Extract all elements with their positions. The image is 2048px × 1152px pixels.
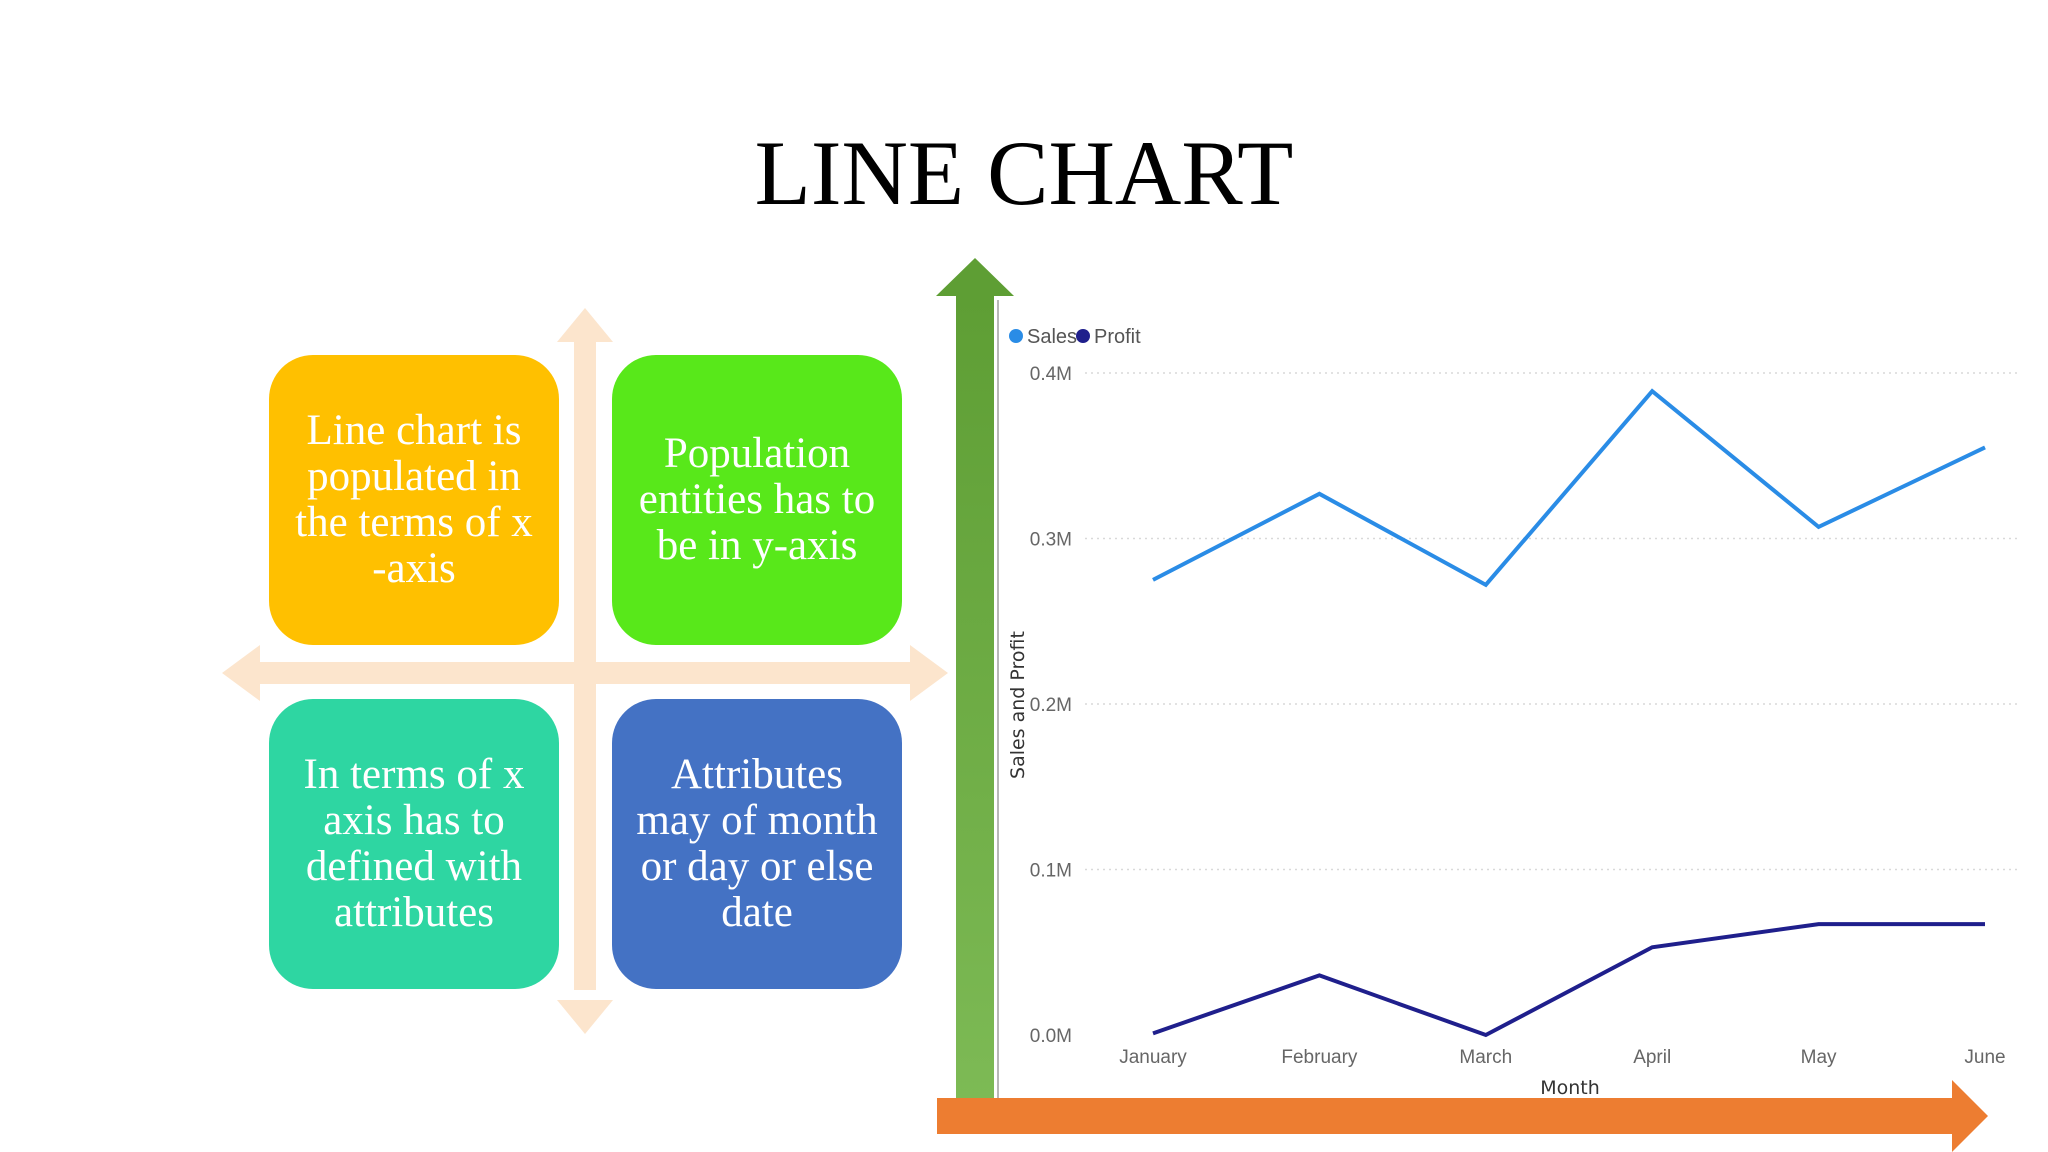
y-tick-label: 0.0M [1030,1026,1072,1047]
x-tick-label: February [1281,1047,1358,1068]
x-tick-label: June [1964,1047,2005,1068]
matrix-box-top-left-text: Line chart is populated in the terms of … [295,407,533,592]
y-axis-green-arrow-shaft [956,294,994,1100]
series-line-sales [1152,388,1986,588]
chart-y-ticks: 0.0M 0.1M 0.2M 0.3M 0.4M [1030,364,1072,1047]
cross-arrow-up [557,308,613,342]
matrix-box-bottom-right: Attributes may of month or day or else d… [612,699,902,989]
x-tick-label: April [1633,1047,1671,1068]
cross-vertical-bar [574,332,596,990]
slide-title: LINE CHART [754,122,1294,224]
matrix-box-bottom-right-text: Attributes may of month or day or else d… [636,751,878,936]
chart-gridlines [1085,372,2018,871]
x-axis-orange-arrow-head [1952,1080,1988,1152]
cross-horizontal-bar [252,662,918,684]
chart-legend: Sales Profit [1009,326,1141,348]
x-axis-title: Month [1540,1077,1600,1099]
matrix-box-bottom-left-text: In terms of x axis has to defined with a… [303,751,525,936]
legend-marker-sales [1009,329,1023,343]
series-line-profit [1152,922,1985,1038]
legend-label-sales: Sales [1027,326,1077,348]
legend-marker-profit [1076,329,1090,343]
matrix-box-top-right-text: Population entities has to be in y-axis [638,430,876,569]
x-axis-orange-arrow-shaft [937,1098,1959,1134]
x-tick-label: May [1801,1047,1837,1068]
y-tick-label: 0.3M [1030,530,1072,551]
y-axis-title: Sales and Profit [1007,631,1029,779]
legend-label-profit: Profit [1094,326,1141,348]
matrix-box-top-right: Population entities has to be in y-axis [612,355,902,645]
cross-arrow-left [222,645,260,701]
y-axis-green-arrow-head [936,258,1014,296]
cross-arrow-right [910,645,948,701]
y-tick-label: 0.1M [1030,861,1072,882]
cross-arrow-group [222,308,948,1034]
y-tick-label: 0.2M [1030,695,1072,716]
chart-series [1152,388,1986,1038]
chart-x-ticks: January February March April May June [1119,1047,2005,1068]
cross-arrow-down [557,1000,613,1034]
matrix-box-bottom-left: In terms of x axis has to defined with a… [269,699,559,989]
x-tick-label: March [1459,1047,1512,1068]
x-tick-label: January [1119,1047,1187,1068]
y-tick-label: 0.4M [1030,364,1072,385]
matrix-box-top-left: Line chart is populated in the terms of … [269,355,559,645]
